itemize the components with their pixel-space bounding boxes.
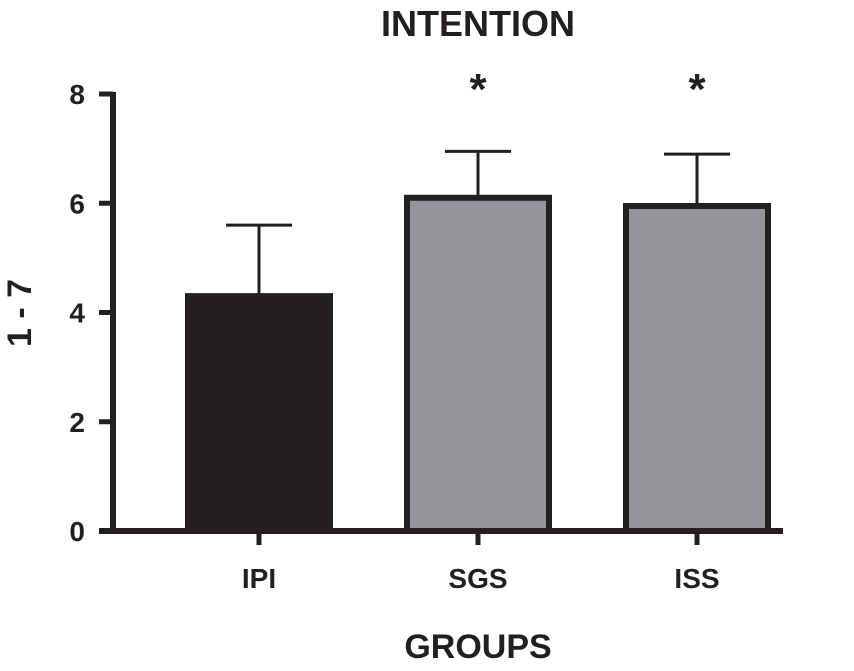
x-axis-label: GROUPS xyxy=(404,628,551,666)
y-tick-label: 4 xyxy=(69,298,85,329)
bar-ipi xyxy=(185,293,333,534)
axes-layer: IPI SGS ISS 0 2 4 6 8 xyxy=(69,79,783,594)
y-tick-label: 8 xyxy=(69,79,85,110)
bars-layer: * * xyxy=(185,65,771,534)
significance-marker-sgs: * xyxy=(469,65,487,114)
bar-sgs xyxy=(404,194,552,534)
chart-title: INTENTION xyxy=(381,3,575,44)
bar-iss xyxy=(623,202,771,534)
x-tick-label-sgs: SGS xyxy=(448,563,507,594)
y-tick-label: 2 xyxy=(69,407,85,438)
x-tick-label-ipi: IPI xyxy=(242,563,276,594)
significance-marker-iss: * xyxy=(688,65,706,114)
y-axis-label: 1 - 7 xyxy=(1,279,39,347)
x-tick-label-iss: ISS xyxy=(674,563,719,594)
y-tick-label: 6 xyxy=(69,188,85,219)
y-tick-label: 0 xyxy=(69,516,85,547)
